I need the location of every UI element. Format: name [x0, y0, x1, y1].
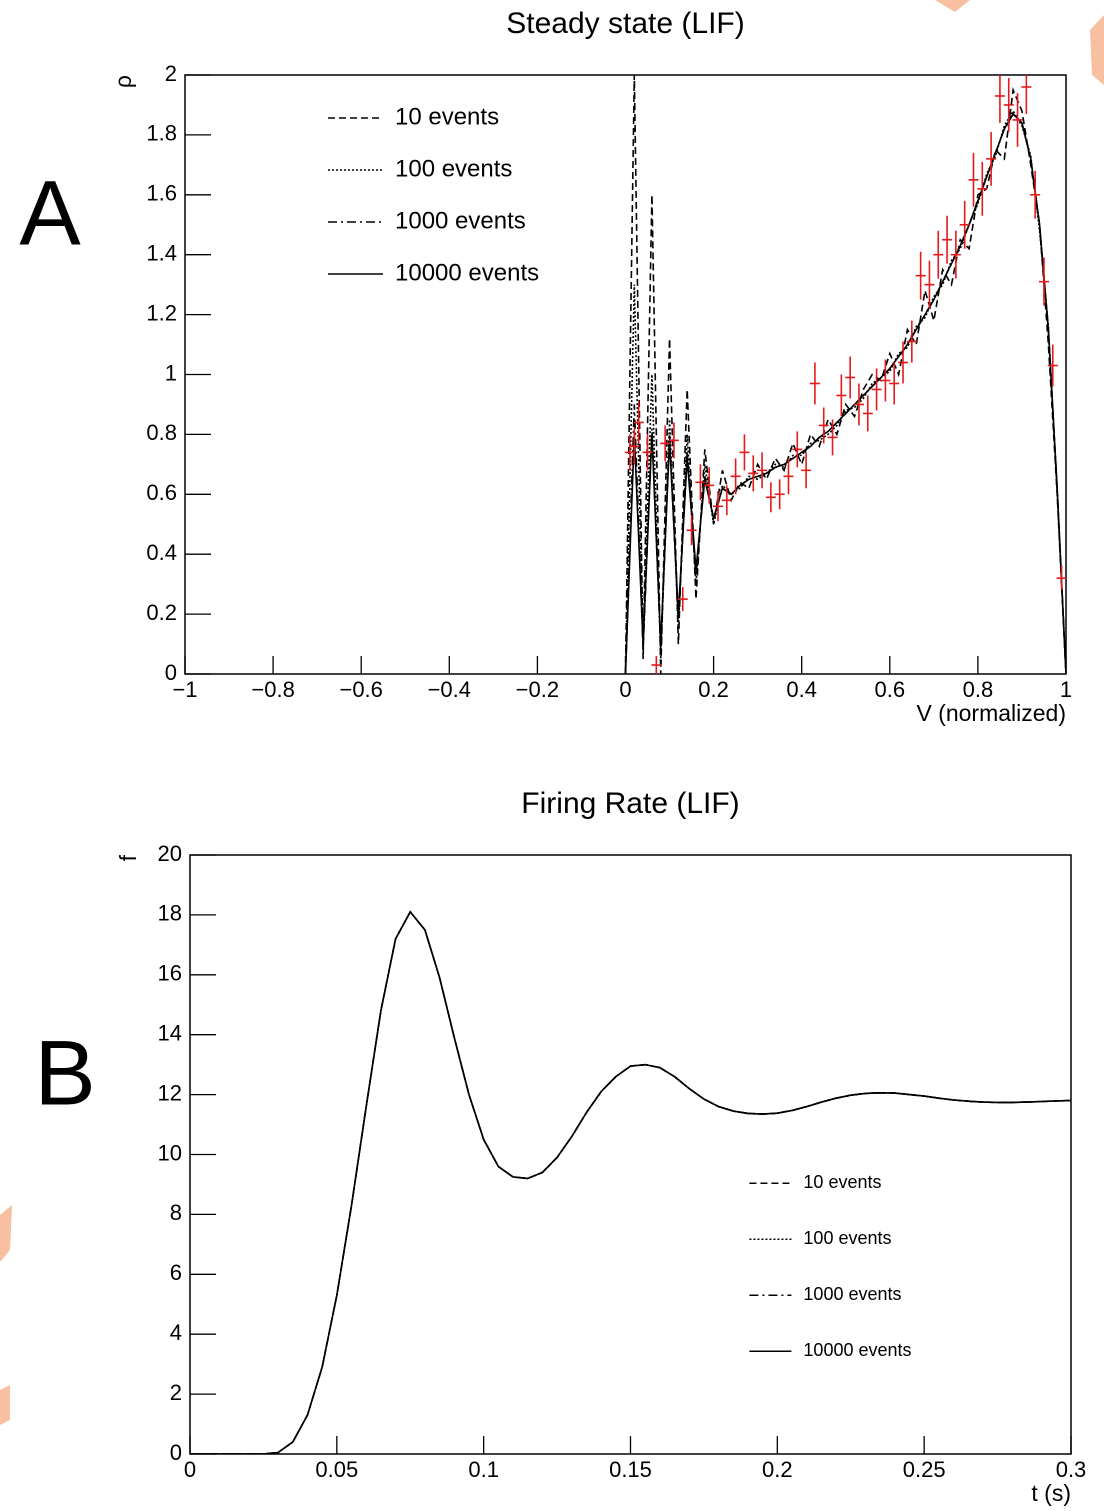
chart-panel: A Steady state (LIF) V (normalized) ρ −1 −0.8… — [19, 7, 1072, 726]
x-tick-label: −0.4 — [428, 677, 471, 702]
chart-title: Firing Rate (LIF) — [521, 787, 739, 820]
y-tick-label: 0.2 — [146, 600, 177, 625]
x-tick-label: −0.8 — [251, 677, 294, 702]
series-line — [624, 112, 1066, 674]
y-tick-label: 1.4 — [146, 241, 177, 266]
x-tick-label: 0.3 — [1056, 1457, 1087, 1482]
y-tick-label: 16 — [158, 961, 182, 986]
y-axis-label: f — [115, 854, 141, 861]
x-tick-label: −0.6 — [339, 677, 382, 702]
y-tick-label: 0.6 — [146, 480, 177, 505]
y-tick-label: 1.6 — [146, 181, 177, 206]
plot-area — [624, 75, 1066, 674]
legend-label: 10 events — [395, 103, 499, 130]
series-line — [190, 910, 1071, 1454]
y-tick-label: 0 — [170, 1440, 182, 1465]
x-tick-label: 0.15 — [609, 1457, 652, 1482]
y-tick-label: 6 — [170, 1260, 182, 1285]
legend-label: 10000 events — [395, 259, 539, 286]
y-tick-label: 8 — [170, 1200, 182, 1225]
y-tick-label: 20 — [158, 841, 182, 866]
x-axis-label: V (normalized) — [916, 700, 1066, 726]
legend-label: 10 events — [803, 1172, 881, 1192]
x-tick-label: 0 — [184, 1457, 196, 1482]
y-axis-label: ρ — [110, 75, 136, 88]
y-tick-label: 1.2 — [146, 300, 177, 325]
x-tick-label: 0.2 — [698, 677, 729, 702]
legend-label: 100 events — [395, 155, 512, 182]
x-tick-label: 0.2 — [762, 1457, 793, 1482]
y-tick-label: 1.8 — [146, 121, 177, 146]
x-tick-label: −1 — [172, 677, 197, 702]
y-tick-label: 0 — [165, 660, 177, 685]
plot-area — [190, 910, 1071, 1454]
y-tick-label: 12 — [158, 1080, 182, 1105]
legend-label: 1000 events — [803, 1284, 901, 1304]
panel-label: B — [34, 1022, 95, 1124]
legend: 10 events 100 events 1000 events 10000 even… — [328, 103, 539, 286]
series-line — [624, 112, 1066, 674]
decor-shape — [935, 0, 970, 12]
chart-panel: B Firing Rate (LIF) t (s) f 0 0.05 0.1 0.15 0.2 0… — [34, 787, 1086, 1506]
y-tick-label: 2 — [170, 1380, 182, 1405]
x-tick-label: 0.8 — [963, 677, 994, 702]
y-tick-label: 0.8 — [146, 420, 177, 445]
legend-label: 1000 events — [395, 207, 526, 234]
series-line — [190, 910, 1071, 1454]
legend-label: 100 events — [803, 1228, 891, 1248]
decor-shape — [0, 1385, 10, 1425]
x-tick-label: −0.2 — [516, 677, 559, 702]
legend: 10 events 100 events 1000 events 10000 even… — [749, 1172, 912, 1360]
series-line — [190, 910, 1071, 1454]
x-tick-label: 0.1 — [468, 1457, 499, 1482]
y-tick-label: 0.4 — [146, 540, 177, 565]
decor-shape — [0, 1205, 12, 1262]
y-tick-label: 2 — [165, 61, 177, 86]
y-tick-label: 4 — [170, 1320, 182, 1345]
y-tick-label: 18 — [158, 901, 182, 926]
x-tick-label: 0.6 — [875, 677, 906, 702]
series-line — [624, 109, 1066, 674]
x-axis-label: t (s) — [1031, 1480, 1071, 1506]
plot-frame — [184, 74, 1067, 675]
y-tick-label: 10 — [158, 1140, 182, 1165]
x-tick-label: 0 — [619, 677, 631, 702]
panel-label: A — [19, 162, 81, 264]
decor-shape — [1090, 15, 1104, 85]
x-tick-label: 1 — [1060, 677, 1072, 702]
x-tick-label: 0.05 — [315, 1457, 358, 1482]
y-tick-label: 14 — [158, 1021, 182, 1046]
series-line — [624, 75, 1066, 674]
decoration — [0, 0, 1104, 1425]
series-line — [190, 910, 1071, 1454]
x-tick-label: 0.4 — [786, 677, 817, 702]
y-tick-label: 1 — [165, 360, 177, 385]
chart-title: Steady state (LIF) — [506, 7, 744, 40]
legend-label: 10000 events — [803, 1340, 911, 1360]
x-tick-label: 0.25 — [903, 1457, 946, 1482]
